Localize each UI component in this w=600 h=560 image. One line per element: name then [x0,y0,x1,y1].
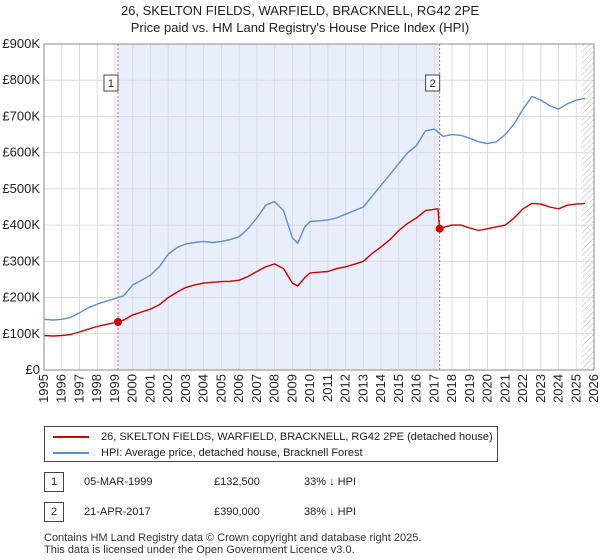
transaction-date: 21-APR-2017 [84,506,151,518]
footer-line1: Contains HM Land Registry data © Crown c… [44,532,422,544]
legend-swatch-hpi [53,452,89,454]
x-tick-label: 2004 [196,374,211,403]
x-tick-label: 1996 [54,374,69,403]
x-tick-label: 2014 [373,374,388,403]
chart-legend: 26, SKELTON FIELDS, WARFIELD, BRACKNELL,… [44,426,498,462]
y-tick-label: £500K [2,181,40,196]
x-tick-label: 2001 [142,374,157,403]
transaction-hpi-delta: 38% ↓ HPI [304,506,356,518]
x-tick-label: 2002 [160,374,175,403]
transaction-badge: 1 [44,472,64,492]
y-tick-label: £600K [2,145,40,160]
series-line-property [43,202,586,337]
x-tick-label: 2005 [213,374,228,403]
chart-title-line1: 26, SKELTON FIELDS, WARFIELD, BRACKNELL,… [120,3,480,18]
x-tick-label: 2024 [551,374,566,403]
x-tick-label: 2012 [338,374,353,403]
x-tick-label: 2019 [462,374,477,403]
transaction-date: 05-MAR-1999 [84,476,153,488]
sale-point [435,224,444,233]
x-tick-label: 2022 [515,374,530,403]
x-tick-label: 2006 [231,374,246,403]
chart-title-line2: Price paid vs. HM Land Registry's House … [130,20,470,35]
price-chart: 1 2 £0 £100K £200K £300K £400K £500K £600K £700K £… [2,36,600,403]
y-tick-label: £900K [2,36,40,51]
x-tick-label: 2007 [249,374,264,403]
y-tick-label: £300K [2,253,40,268]
x-tick-label: 1995 [36,374,51,403]
annotation-box [103,74,119,92]
annotation-label: 1 [108,78,114,90]
y-tick-label: £400K [2,217,40,232]
x-tick-label: 2008 [267,374,282,403]
sale-point [113,318,122,327]
plot-border [43,43,595,371]
footer-line2: This data is licensed under the Open Gov… [44,544,355,556]
annotation-box [425,74,441,92]
x-tick-label: 1998 [89,374,104,403]
y-tick-label: £700K [2,108,40,123]
x-tick-label: 2000 [125,374,140,403]
x-tick-label: 2018 [444,374,459,403]
x-tick-label: 2011 [320,374,335,402]
x-tick-label: 2026 [586,374,600,403]
transaction-price: £132,500 [214,476,260,488]
x-tick-label: 2021 [497,374,512,403]
x-tick-label: 2023 [533,374,548,403]
x-tick-label: 2025 [568,374,583,403]
transaction-badge: 2 [44,502,64,522]
ownership-shade [117,44,440,370]
y-tick-label: £800K [2,72,40,87]
series-line-hpi [43,95,586,321]
x-tick-label: 1999 [107,374,122,403]
x-tick-label: 2015 [391,374,406,403]
transaction-price: £390,000 [214,506,260,518]
x-tick-label: 2017 [426,374,441,403]
legend-swatch-property [53,436,89,438]
x-tick-label: 1997 [71,374,86,403]
x-tick-label: 2009 [284,374,299,403]
transaction-hpi-delta: 33% ↓ HPI [304,476,356,488]
y-tick-label: £200K [2,290,40,305]
x-tick-label: 2010 [302,374,317,403]
footer-attribution: Contains HM Land Registry data © Crown c… [44,532,421,556]
y-tick-label: £0 [26,362,40,377]
legend-label-property: 26, SKELTON FIELDS, WARFIELD, BRACKNELL,… [101,431,493,443]
annotation-label: 2 [430,78,436,90]
x-tick-label: 2020 [480,374,495,403]
x-tick-label: 2016 [409,374,424,403]
future-hatch [581,44,594,370]
legend-label-hpi: HPI: Average price, detached house, Brac… [101,447,363,459]
x-tick-label: 2003 [178,374,193,403]
x-tick-label: 2013 [355,374,370,403]
y-tick-label: £100K [2,326,40,341]
